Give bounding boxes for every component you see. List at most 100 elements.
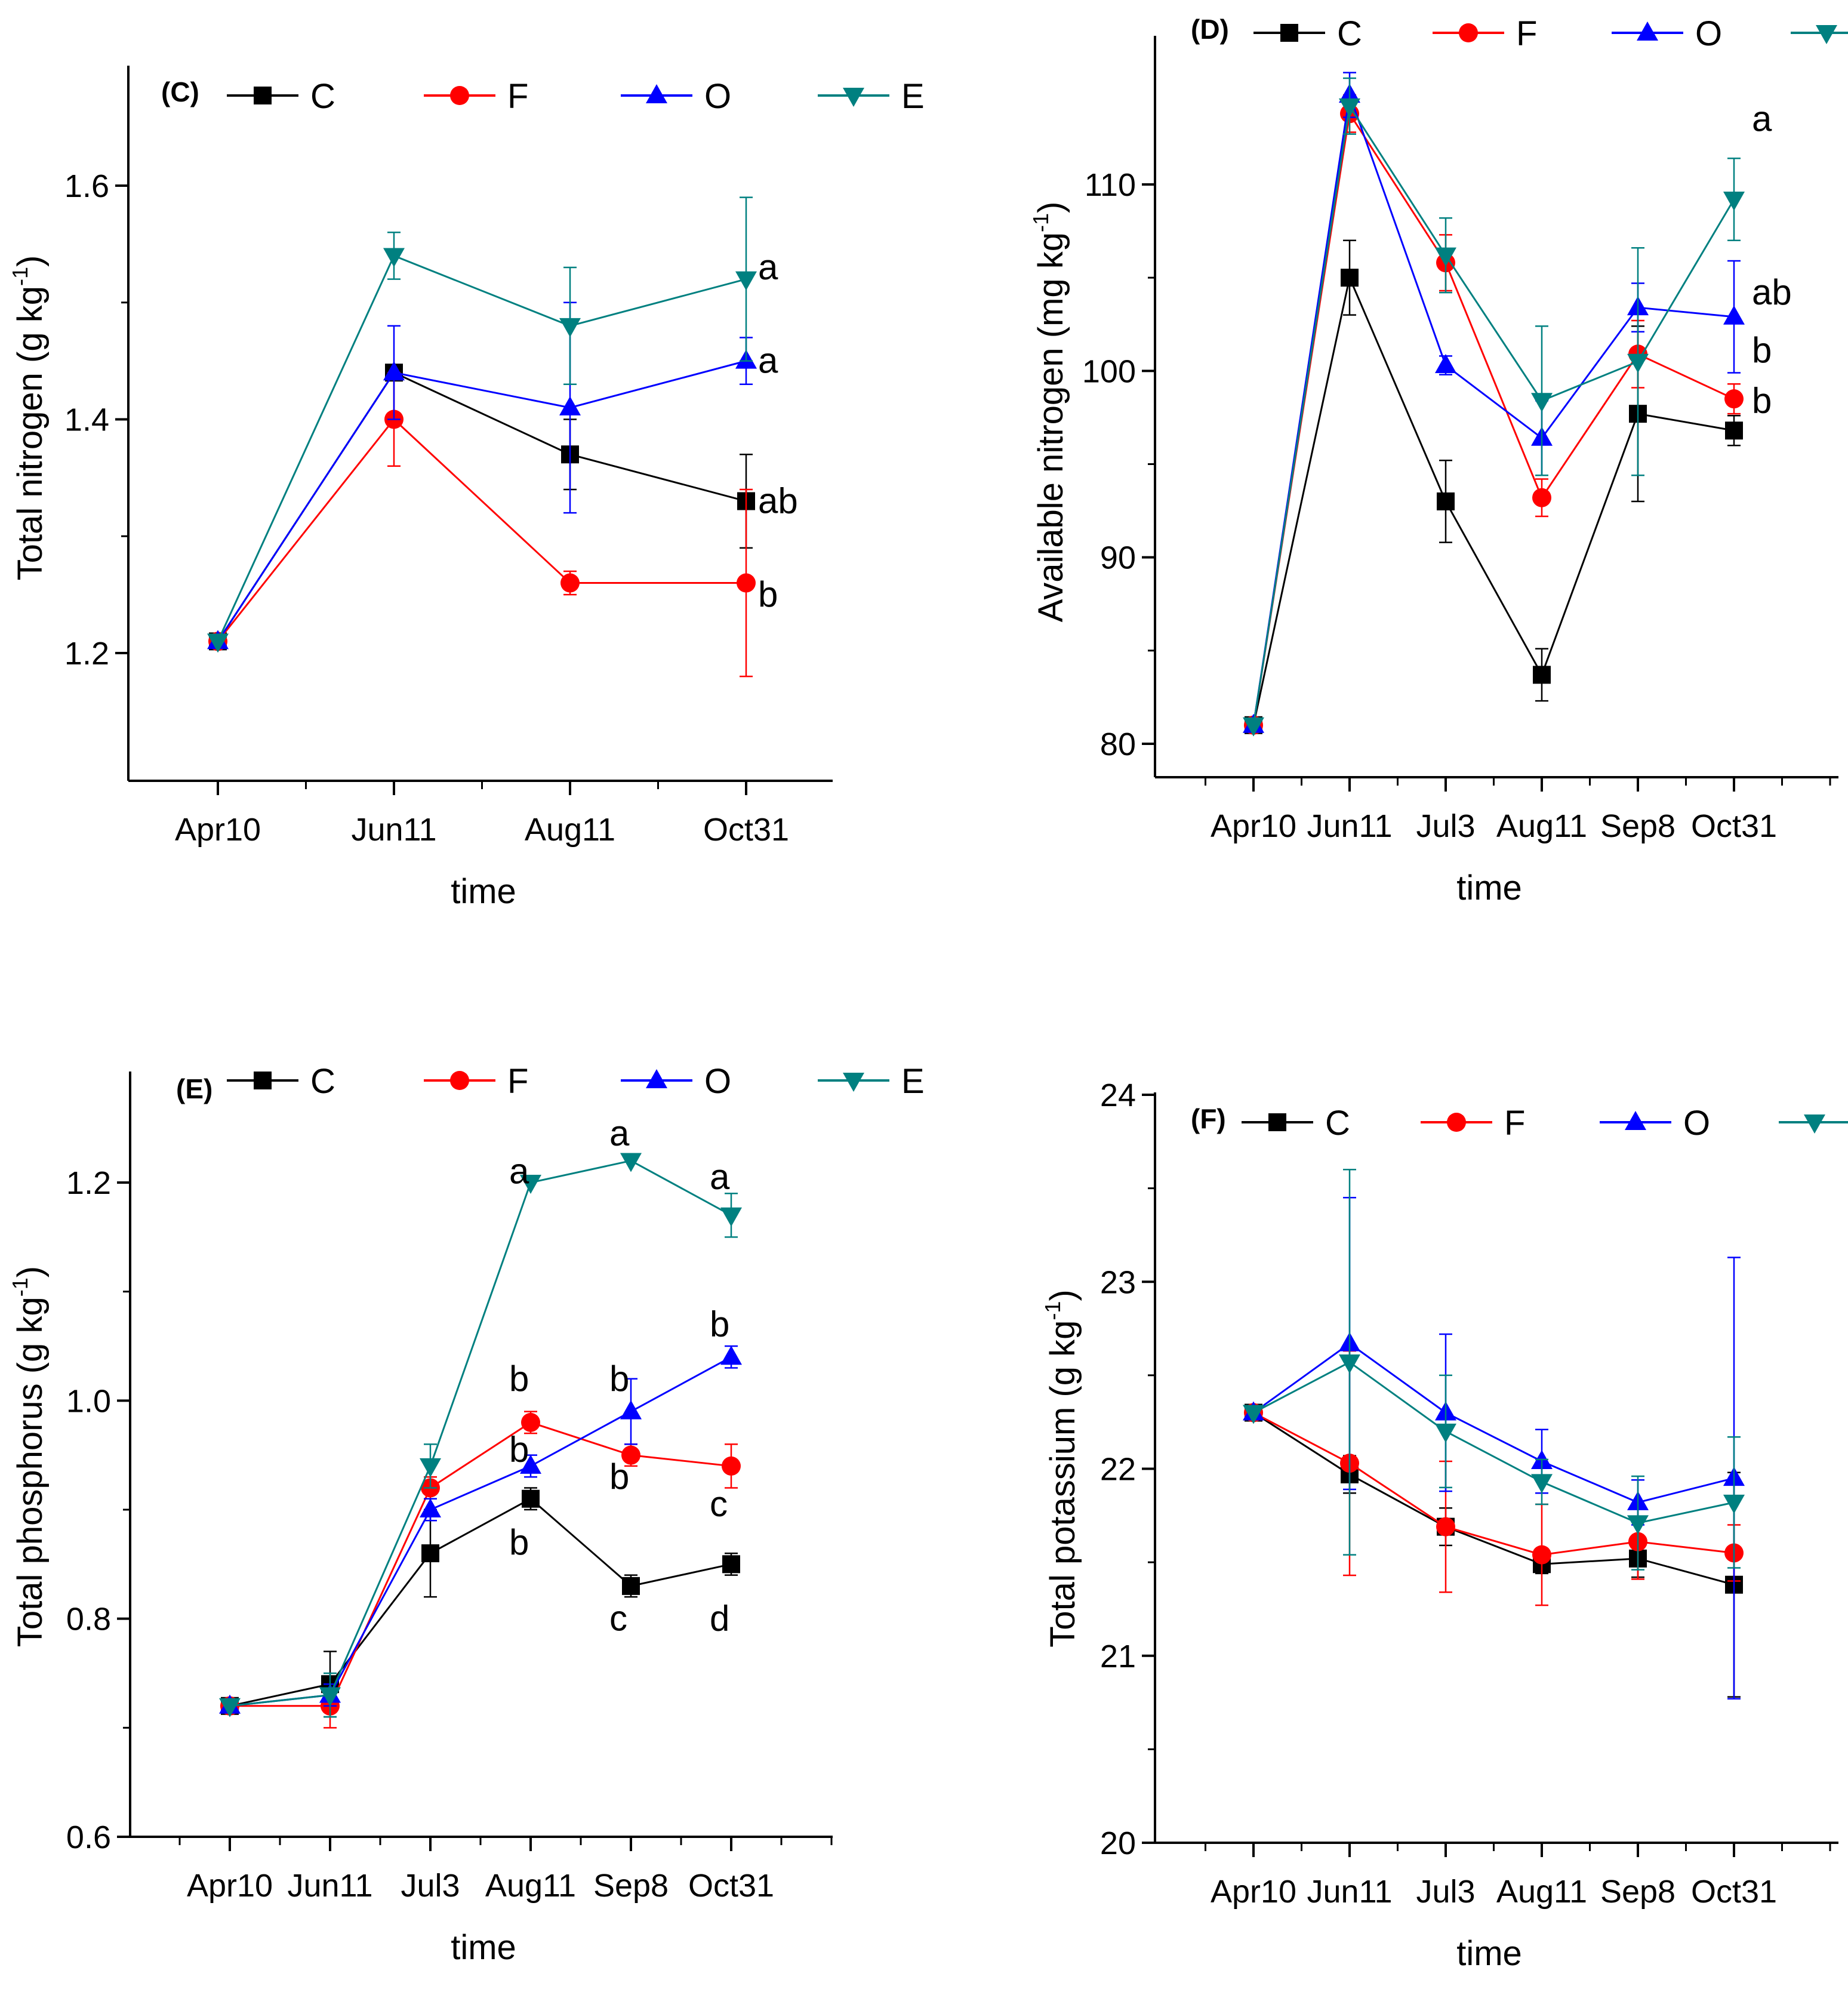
data-point: [1531, 393, 1553, 412]
data-point: [521, 1412, 540, 1432]
data-point: [622, 1577, 640, 1595]
y-axis-title-superscript: -1: [1028, 213, 1053, 232]
x-tick-label: Apr10: [187, 1868, 273, 1904]
panel-label: (C): [161, 76, 199, 107]
significance-letter: c: [609, 1599, 627, 1639]
data-point: [620, 1153, 642, 1172]
data-point: [720, 1207, 742, 1227]
data-point: [1436, 1517, 1455, 1537]
legend-marker: [646, 84, 667, 103]
x-axis-title: time: [451, 1928, 516, 1967]
data-point: [522, 1489, 540, 1508]
legend-marker: [450, 1071, 469, 1090]
data-point: [383, 361, 405, 381]
series-O: [219, 1345, 742, 1714]
panel-1: 1.2 1.4 1.6 Apr10 Jun11 Aug11 Oct31 time Total n…: [8, 66, 925, 911]
data-point: [1243, 717, 1264, 737]
x-axis-title: time: [1456, 869, 1522, 907]
y-tick-label: 22: [1100, 1452, 1136, 1488]
data-point: [1723, 305, 1745, 325]
series-line: [217, 371, 747, 642]
panel-label: (F): [1191, 1103, 1226, 1134]
panel-label: (E): [176, 1073, 212, 1104]
significance-letter: b: [509, 1430, 529, 1470]
x-tick-label: Jun11: [287, 1868, 372, 1904]
legend-marker: [1804, 1114, 1825, 1134]
series-E: [1243, 1169, 1745, 1571]
series-O: [1243, 1197, 1745, 1700]
panel-label: (D): [1191, 14, 1229, 45]
series-line: [229, 1159, 732, 1707]
y-axis-title-tail: ): [11, 255, 50, 267]
y-tick-label: 100: [1082, 353, 1136, 389]
legend-marker: [1637, 21, 1658, 41]
x-axis-title: time: [1456, 1934, 1522, 1973]
data-point: [722, 1555, 740, 1574]
legend-marker: [1268, 1113, 1286, 1131]
series-F: [220, 1411, 741, 1729]
x-tick-label: Jun11: [1307, 1874, 1392, 1910]
panel-2: 80 90 100 110 Apr10 Jun11 Jul3 Aug11 Sep8 Oct31 ti…: [1028, 14, 1848, 907]
legend-marker: [1459, 23, 1478, 42]
legend-label: F: [1504, 1104, 1525, 1143]
x-tick-label: Apr10: [1211, 1874, 1296, 1910]
y-axis-title: Total nitrogen (g kg-1): [8, 255, 50, 581]
series-line: [217, 360, 747, 642]
data-point: [1532, 488, 1551, 507]
x-tick-label: Jun11: [1307, 808, 1392, 844]
data-point: [1723, 1494, 1745, 1514]
data-point: [1533, 666, 1551, 684]
legend-label: O: [704, 77, 731, 116]
data-point: [1435, 247, 1456, 267]
series-E: [219, 1153, 742, 1718]
significance-letter: b: [758, 574, 778, 614]
x-tick-label: Apr10: [175, 812, 261, 848]
legend-label: E: [901, 1062, 925, 1101]
y-tick-label: 1.2: [66, 1165, 111, 1201]
y-tick-label: 1.4: [64, 402, 109, 438]
significance-letter: b: [1752, 380, 1772, 420]
series-line: [1252, 94, 1735, 725]
y-axis-title-tail: ): [1043, 1289, 1082, 1301]
legend-marker: [450, 86, 469, 105]
x-tick-label: Oct31: [688, 1868, 774, 1904]
data-point: [1627, 353, 1649, 373]
series-line: [1252, 275, 1735, 726]
legend-marker: [254, 1072, 272, 1089]
y-tick-label: 23: [1100, 1264, 1136, 1300]
legend-marker: [254, 87, 272, 104]
significance-letter: b: [609, 1359, 629, 1399]
legend-label: C: [310, 77, 335, 116]
y-tick-label: 0.6: [66, 1819, 111, 1855]
significance-letter: b: [509, 1359, 529, 1399]
data-point: [1437, 492, 1455, 510]
x-tick-label: Oct31: [1691, 1874, 1777, 1910]
data-point: [1532, 1545, 1551, 1565]
y-tick-label: 110: [1085, 167, 1136, 203]
y-axis-title-main: Total phosphorus (g kg: [11, 1297, 50, 1647]
data-point: [559, 396, 581, 415]
x-tick-label: Aug11: [1496, 808, 1587, 844]
series-O: [1243, 72, 1745, 733]
legend-label: C: [310, 1062, 335, 1101]
series-line: [217, 254, 747, 642]
legend-label: E: [901, 77, 925, 116]
y-axis-title: Total potassium (g kg-1): [1040, 1289, 1082, 1647]
significance-letter: a: [509, 1152, 529, 1191]
legend-label: F: [507, 77, 528, 116]
data-point: [1243, 1405, 1264, 1424]
y-tick-label: 0.8: [66, 1602, 111, 1637]
data-point: [1725, 421, 1743, 440]
series-F: [208, 371, 756, 678]
series-O: [207, 301, 757, 649]
data-point: [1723, 191, 1745, 211]
data-point: [1435, 1423, 1456, 1443]
y-axis-title-main: Total nitrogen (g kg: [11, 286, 50, 580]
data-point: [421, 1544, 439, 1563]
data-point: [383, 248, 405, 267]
panel-3: 0.6 0.8 1.0 1.2 Apr10 Jun11 Jul3 Aug11 Sep8 Oct31…: [8, 1062, 925, 1967]
legend-label: C: [1325, 1104, 1350, 1143]
legend-marker: [1625, 1111, 1646, 1130]
data-point: [1724, 389, 1744, 409]
